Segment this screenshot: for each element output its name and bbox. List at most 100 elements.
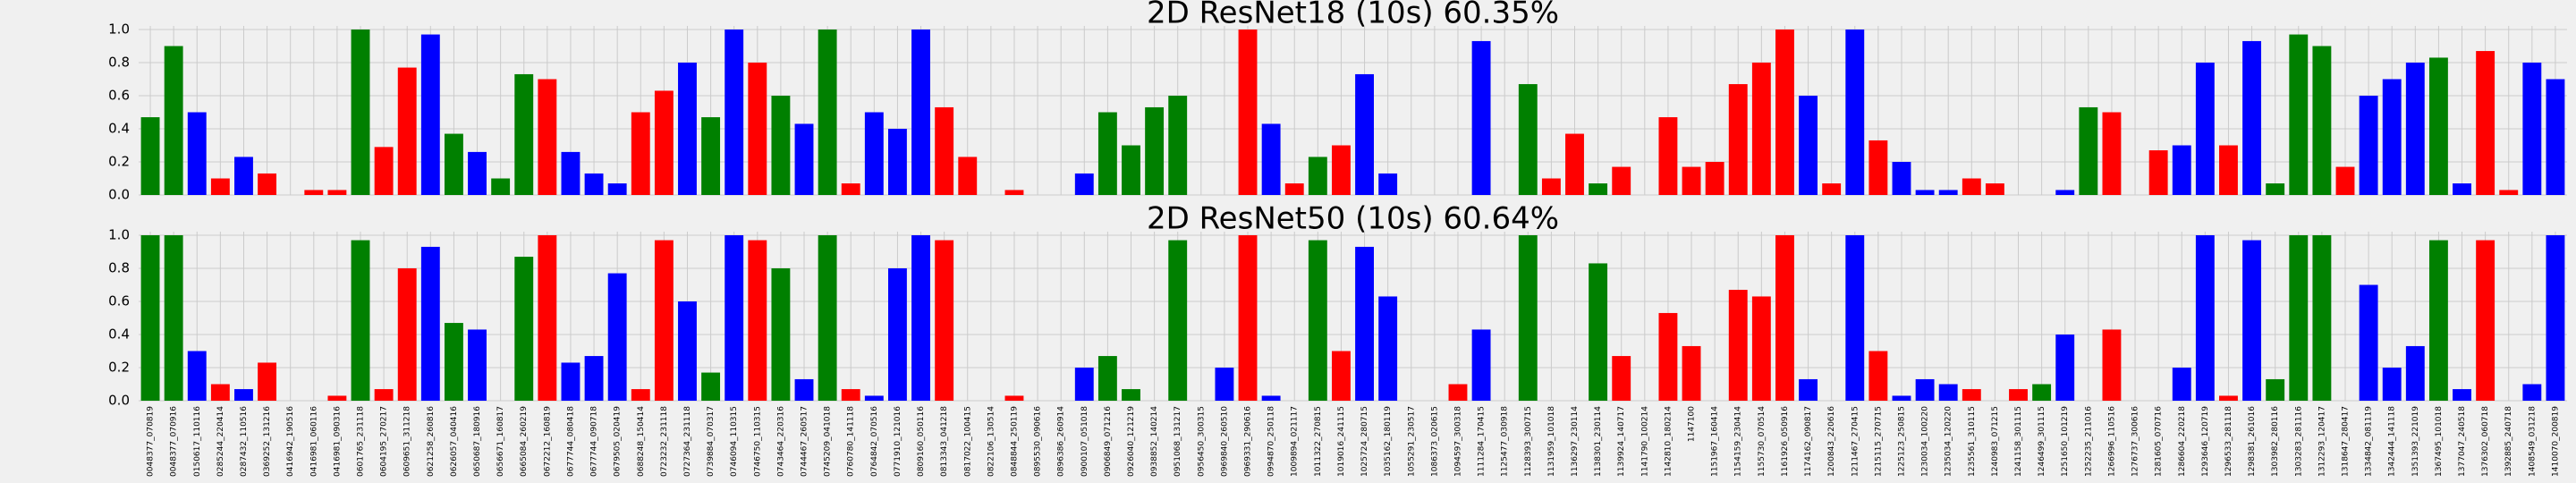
bar [2148, 150, 2168, 195]
x-tick-label: 1286604_220218 [2178, 406, 2187, 477]
bar [818, 30, 837, 195]
bar [2172, 368, 2191, 401]
bar [2522, 63, 2542, 195]
bar [2289, 235, 2309, 401]
x-tick-label: 1142810_180214 [1664, 406, 1673, 477]
bar [701, 117, 721, 195]
x-tick-label: 0679505_020419 [614, 406, 623, 477]
bar [1612, 356, 1631, 401]
bar [2242, 240, 2262, 401]
x-tick-label: 0665084_260219 [520, 406, 529, 477]
bar [1799, 96, 1818, 195]
bar [234, 157, 253, 195]
bar [420, 246, 440, 401]
x-tick-label: 0285244_220414 [216, 406, 225, 477]
bar [468, 151, 487, 195]
y-tick-label: 0.6 [108, 88, 130, 104]
bar [1215, 368, 1234, 401]
bar [2522, 384, 2542, 401]
bar [1448, 384, 1468, 401]
bar [935, 240, 954, 401]
x-tick-label: 1296533_281118 [2224, 406, 2233, 477]
bar [1122, 389, 1140, 401]
bar [1378, 173, 1398, 195]
x-tick-label: 0969331_290616 [1244, 406, 1253, 477]
y-tick-label: 0.0 [108, 393, 130, 409]
x-tick-label: 0416981_090316 [333, 406, 342, 477]
x-tick-label: 0951068_131217 [1174, 406, 1182, 477]
x-tick-label: 0048377_070916 [170, 406, 179, 477]
bar [1612, 166, 1631, 195]
bar [771, 96, 791, 195]
bar [1004, 395, 1024, 401]
bar [1284, 183, 1304, 195]
bar [2102, 329, 2122, 401]
bar [1892, 162, 1911, 195]
bar [397, 268, 417, 401]
bar [1938, 384, 1958, 401]
bar [2242, 40, 2262, 196]
bar [841, 183, 860, 195]
bar [234, 389, 253, 401]
bar [1097, 356, 1117, 401]
bar [1168, 240, 1188, 401]
bar [794, 378, 814, 401]
x-tick-label: 1246499_301115 [2038, 406, 2046, 477]
x-tick-label: 1235034_120220 [1945, 406, 1953, 477]
bar [258, 362, 277, 401]
bar [538, 79, 557, 195]
x-tick-label: 1408549_031218 [2528, 406, 2537, 477]
x-tick-label: 1281605_070716 [2155, 406, 2164, 477]
bar [631, 389, 650, 401]
bar [2453, 183, 2471, 195]
bar [2405, 63, 2425, 195]
x-tick-label: 0048377_070819 [147, 406, 156, 477]
x-tick-label: 0626057_040416 [450, 406, 459, 477]
x-tick-label: 0896386_260914 [1057, 406, 1066, 477]
bar [1751, 63, 1771, 195]
bar [1355, 73, 1374, 195]
x-tick-label: 0822106_130514 [987, 406, 996, 477]
x-tick-label: 1094597_300318 [1453, 406, 1462, 477]
bar [1845, 235, 1865, 401]
bar [1892, 395, 1911, 401]
bar [2546, 79, 2565, 195]
x-tick-label: 0817022_100415 [963, 406, 972, 477]
y-tick-label: 0.0 [108, 187, 130, 203]
bar [2195, 235, 2215, 401]
x-tick-label: 1131959_101018 [1547, 406, 1556, 477]
bar [561, 362, 580, 401]
bar [1261, 123, 1281, 195]
x-tick-label: 1312293_120417 [2318, 406, 2326, 477]
x-tick-label: 0609651_311218 [403, 406, 412, 477]
bar [607, 183, 627, 195]
bar [351, 240, 370, 401]
x-tick-label: 1293646_120719 [2201, 406, 2210, 477]
bar [1658, 312, 1678, 401]
x-tick-label: 1200843_220616 [1827, 406, 1836, 477]
bar [2359, 284, 2378, 401]
x-tick-label: 1241158_301115 [2014, 406, 2023, 477]
bar [2079, 106, 2098, 195]
bar [958, 157, 978, 195]
bar [2499, 190, 2519, 195]
x-tick-label: 1351393_221019 [2411, 406, 2420, 477]
bar [2405, 345, 2425, 401]
bar [2266, 183, 2285, 195]
bar [935, 106, 954, 195]
y-tick-label: 0.2 [108, 360, 130, 376]
bar [1378, 296, 1398, 401]
bar [2219, 395, 2238, 401]
x-tick-label: 1276737_300616 [2131, 406, 2140, 477]
y-tick-label: 0.8 [108, 55, 130, 71]
bar [1985, 183, 2004, 195]
x-tick-label: 1334842_081119 [2365, 406, 2374, 477]
x-tick-label: 1392885_240718 [2504, 406, 2513, 477]
x-tick-label: 0771910_121016 [894, 406, 902, 477]
bar [2546, 235, 2565, 401]
bar [654, 240, 674, 401]
bar [1238, 235, 1258, 401]
bar [748, 240, 767, 401]
x-tick-label: 1251650_101219 [2061, 406, 2070, 477]
